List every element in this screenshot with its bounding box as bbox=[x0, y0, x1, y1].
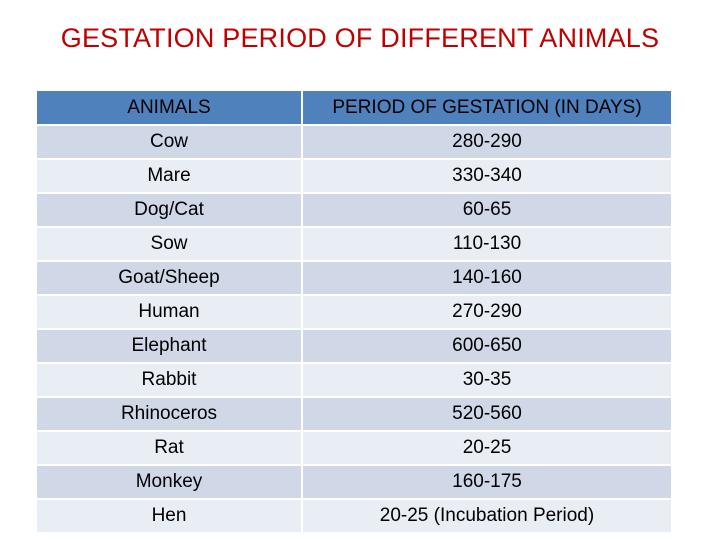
table-row: Dog/Cat 60-65 bbox=[37, 192, 671, 227]
period-cell: 330-340 bbox=[302, 158, 671, 193]
animal-cell: Mare bbox=[37, 158, 303, 193]
animal-cell: Cow bbox=[37, 124, 303, 159]
animal-cell: Rat bbox=[37, 430, 303, 465]
header-animals: ANIMALS bbox=[37, 91, 303, 126]
period-cell: 60-65 bbox=[302, 192, 671, 227]
animal-cell: Rabbit bbox=[37, 362, 303, 397]
table-row: Rhinoceros 520-560 bbox=[37, 396, 671, 431]
table-row: Hen 20-25 (Incubation Period) bbox=[37, 498, 671, 532]
table-row: Mare 330-340 bbox=[37, 158, 671, 193]
page-title: GESTATION PERIOD OF DIFFERENT ANIMALS bbox=[60, 23, 660, 53]
animal-cell: Hen bbox=[37, 498, 303, 532]
period-cell: 160-175 bbox=[302, 464, 671, 499]
period-cell: 600-650 bbox=[302, 328, 671, 363]
header-period: PERIOD OF GESTATION (IN DAYS) bbox=[302, 91, 671, 126]
period-cell: 270-290 bbox=[302, 294, 671, 329]
period-cell: 520-560 bbox=[302, 396, 671, 431]
table-header-row: ANIMALS PERIOD OF GESTATION (IN DAYS) bbox=[37, 91, 671, 126]
table-row: Goat/Sheep 140-160 bbox=[37, 260, 671, 295]
animal-cell: Monkey bbox=[37, 464, 303, 499]
animal-cell: Dog/Cat bbox=[37, 192, 303, 227]
animal-cell: Sow bbox=[37, 226, 303, 261]
period-cell: 280-290 bbox=[302, 124, 671, 159]
animal-cell: Elephant bbox=[37, 328, 303, 363]
table-row: Rabbit 30-35 bbox=[37, 362, 671, 397]
animal-cell: Human bbox=[37, 294, 303, 329]
period-cell: 20-25 (Incubation Period) bbox=[302, 498, 671, 532]
table-row: Rat 20-25 bbox=[37, 430, 671, 465]
period-cell: 110-130 bbox=[302, 226, 671, 261]
gestation-table: ANIMALS PERIOD OF GESTATION (IN DAYS) Co… bbox=[37, 91, 671, 532]
animal-cell: Rhinoceros bbox=[37, 396, 303, 431]
period-cell: 30-35 bbox=[302, 362, 671, 397]
table-row: Human 270-290 bbox=[37, 294, 671, 329]
period-cell: 20-25 bbox=[302, 430, 671, 465]
table-row: Cow 280-290 bbox=[37, 124, 671, 159]
animal-cell: Goat/Sheep bbox=[37, 260, 303, 295]
table-row: Monkey 160-175 bbox=[37, 464, 671, 499]
table-row: Elephant 600-650 bbox=[37, 328, 671, 363]
period-cell: 140-160 bbox=[302, 260, 671, 295]
table-row: Sow 110-130 bbox=[37, 226, 671, 261]
